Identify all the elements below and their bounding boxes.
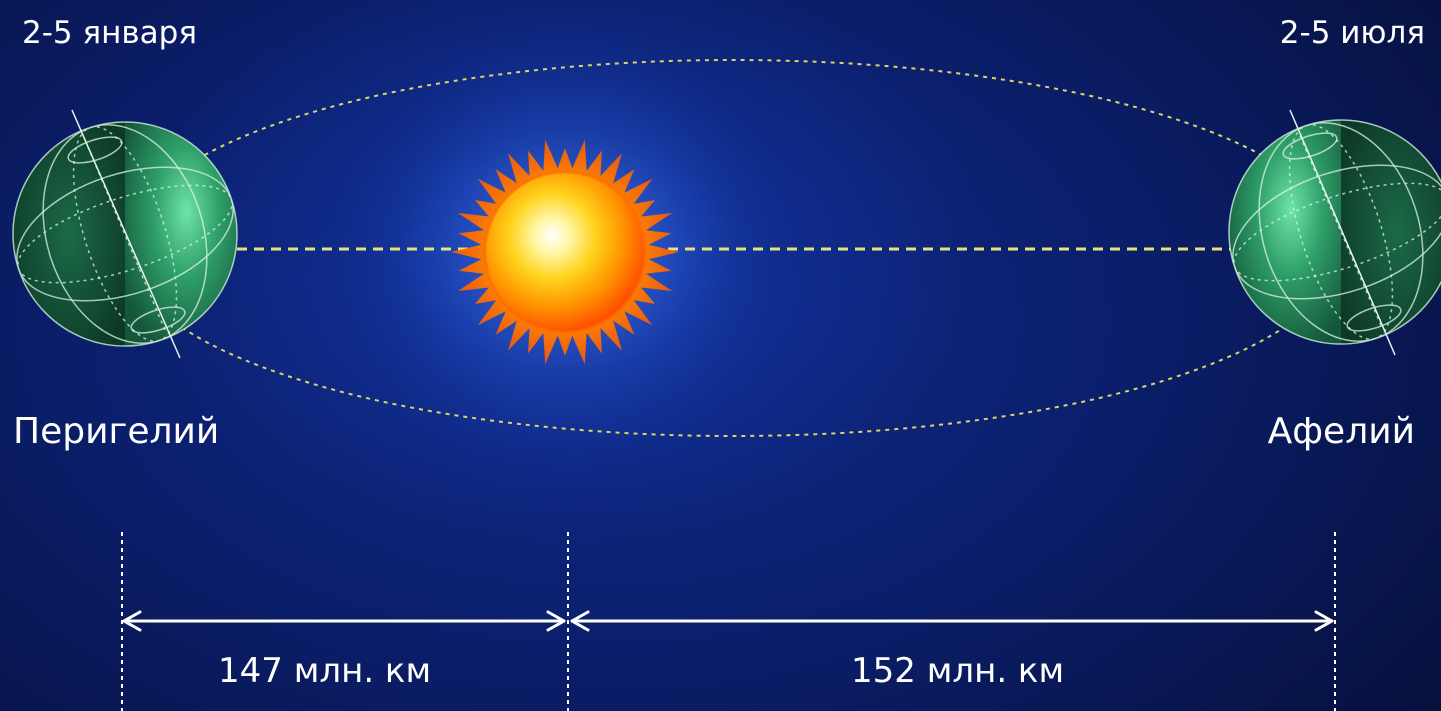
arrow-147 (122, 610, 566, 632)
date-july: 2-5 июля (1279, 15, 1425, 51)
earth-aphelion (1228, 109, 1441, 356)
arrow-152 (570, 610, 1334, 632)
sun-body (485, 172, 645, 332)
distance-perihelion: 147 млн. км (218, 651, 432, 691)
earth-axis-right (1289, 109, 1396, 356)
distance-aphelion: 152 млн. км (851, 651, 1065, 691)
perihelion-label: Перигелий (13, 411, 220, 452)
earth-axis-left (71, 109, 181, 359)
date-january: 2-5 января (22, 15, 197, 51)
earth-perihelion (12, 109, 238, 359)
aphelion-label: Афелий (1267, 411, 1415, 452)
sun (451, 139, 679, 365)
